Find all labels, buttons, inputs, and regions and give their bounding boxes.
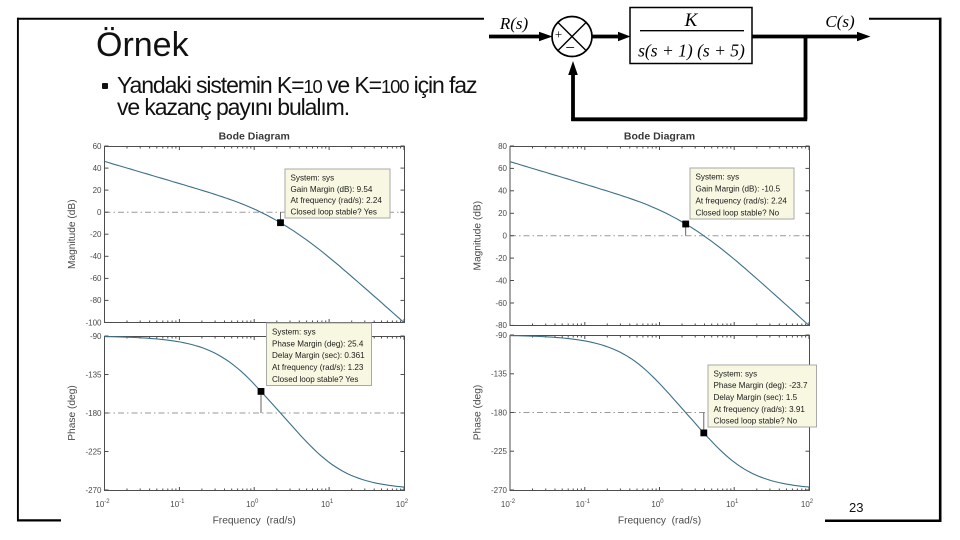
svg-text:-20: -20 [495, 254, 507, 263]
svg-text:At frequency (rad/s): 3.91: At frequency (rad/s): 3.91 [714, 405, 806, 414]
svg-text:At frequency (rad/s): 2.24: At frequency (rad/s): 2.24 [696, 197, 788, 206]
svg-text:Delay Margin (sec): 1.5: Delay Margin (sec): 1.5 [714, 393, 798, 402]
svg-text:-135: -135 [491, 370, 508, 379]
svg-text:-180: -180 [85, 409, 102, 418]
svg-text:Gain Margin (dB): 9.54: Gain Margin (dB): 9.54 [291, 185, 373, 194]
svg-text:Phase (deg): Phase (deg) [67, 385, 78, 441]
svg-text:R(s): R(s) [499, 14, 529, 33]
svg-text:-225: -225 [85, 447, 102, 456]
svg-text:-40: -40 [90, 252, 102, 261]
svg-text:-100: -100 [85, 318, 102, 327]
svg-text:-60: -60 [90, 274, 102, 283]
svg-text:20: 20 [498, 209, 507, 218]
svg-text:-20: -20 [90, 230, 102, 239]
svg-text:-80: -80 [495, 321, 507, 330]
svg-text:At frequency (rad/s): 1.23: At frequency (rad/s): 1.23 [272, 363, 364, 372]
svg-text:At frequency (rad/s): 2.24: At frequency (rad/s): 2.24 [291, 196, 383, 205]
svg-text:Phase (deg): Phase (deg) [473, 385, 484, 441]
svg-text:-225: -225 [491, 447, 508, 456]
svg-text:Gain Margin (dB): -10.5: Gain Margin (dB): -10.5 [696, 185, 781, 194]
svg-text:Frequency (rad/s): Frequency (rad/s) [618, 516, 701, 527]
svg-text:+: + [555, 27, 562, 42]
svg-text:s(s + 1) (s + 5): s(s + 1) (s + 5) [638, 41, 745, 61]
svg-text:Delay Margin (sec): 0.361: Delay Margin (sec): 0.361 [272, 351, 365, 360]
svg-text:0: 0 [97, 208, 102, 217]
svg-text:Closed loop stable? Yes: Closed loop stable? Yes [272, 375, 358, 384]
svg-text:10-1: 10-1 [170, 499, 185, 509]
svg-text:102: 102 [801, 499, 814, 509]
svg-text:−: − [565, 38, 575, 57]
svg-text:0: 0 [503, 232, 508, 241]
svg-text:102: 102 [396, 499, 409, 509]
svg-text:-180: -180 [491, 408, 508, 417]
svg-text:Closed loop stable? No: Closed loop stable? No [714, 417, 798, 426]
svg-text:40: 40 [93, 164, 102, 173]
svg-text:101: 101 [726, 499, 739, 509]
svg-text:-90: -90 [495, 331, 507, 340]
svg-text:10-1: 10-1 [576, 499, 591, 509]
svg-text:Phase Margin (deg): 25.4: Phase Margin (deg): 25.4 [272, 339, 364, 348]
svg-text:System: sys: System: sys [291, 174, 335, 183]
svg-text:-270: -270 [491, 486, 508, 495]
svg-text:Magnitude (dB): Magnitude (dB) [473, 201, 484, 271]
svg-text:System: sys: System: sys [272, 328, 316, 337]
svg-text:C(s): C(s) [825, 12, 855, 31]
svg-text:60: 60 [498, 164, 507, 173]
svg-text:-40: -40 [495, 276, 507, 285]
svg-text:10-2: 10-2 [95, 499, 110, 509]
svg-text:Bode Diagram: Bode Diagram [624, 131, 695, 143]
svg-text:-60: -60 [495, 299, 507, 308]
svg-text:Closed loop stable? Yes: Closed loop stable? Yes [291, 208, 377, 217]
svg-text:100: 100 [651, 499, 664, 509]
svg-text:20: 20 [93, 186, 102, 195]
svg-text:40: 40 [498, 187, 507, 196]
svg-text:-270: -270 [85, 486, 102, 495]
svg-text:100: 100 [246, 499, 259, 509]
svg-text:10-2: 10-2 [501, 499, 516, 509]
svg-text:Closed loop stable? No: Closed loop stable? No [696, 209, 780, 218]
svg-text:-135: -135 [85, 370, 102, 379]
svg-text:101: 101 [321, 499, 334, 509]
svg-text:Magnitude (dB): Magnitude (dB) [67, 199, 78, 269]
svg-text:System: sys: System: sys [696, 173, 740, 182]
svg-text:K: K [684, 10, 699, 31]
svg-text:Frequency (rad/s): Frequency (rad/s) [213, 516, 296, 527]
svg-text:60: 60 [93, 142, 102, 151]
svg-text:80: 80 [498, 142, 507, 151]
svg-text:-90: -90 [90, 332, 102, 341]
svg-text:System: sys: System: sys [714, 370, 758, 379]
svg-text:Bode Diagram: Bode Diagram [219, 131, 290, 143]
svg-text:Phase Margin (deg): -23.7: Phase Margin (deg): -23.7 [714, 381, 809, 390]
svg-text:-80: -80 [90, 296, 102, 305]
